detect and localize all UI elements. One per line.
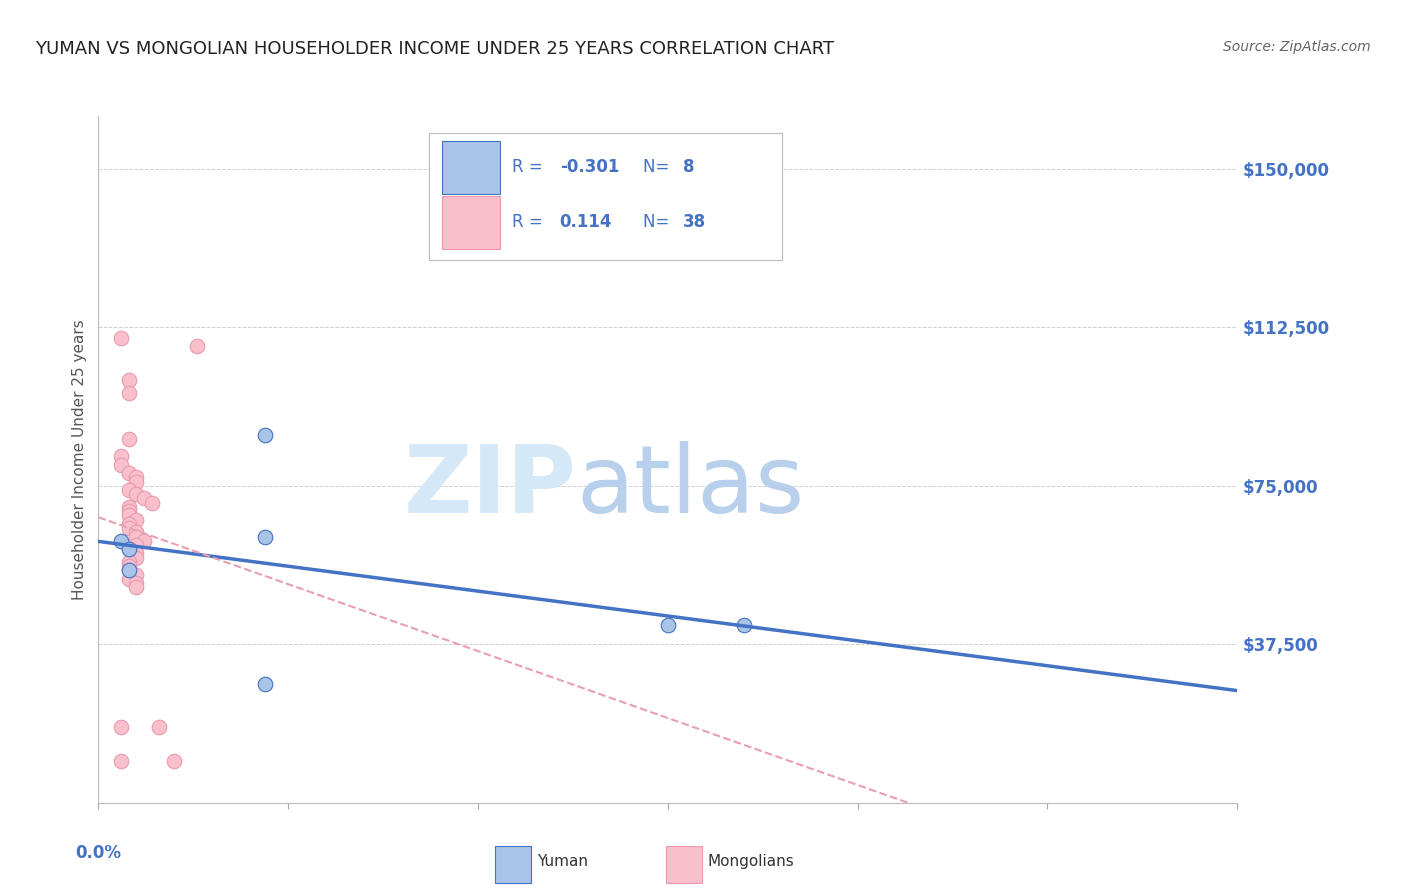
Point (125, 546, 148, 560)
Point (141, 496, 163, 510)
Point (118, 432, 141, 446)
Point (125, 550, 148, 565)
Point (118, 504, 141, 518)
Point (118, 385, 141, 400)
Text: N=: N= (643, 213, 675, 231)
Text: R =: R = (512, 159, 548, 177)
Text: N=: N= (643, 159, 675, 177)
Text: Mongolians: Mongolians (707, 854, 794, 869)
Point (118, 542, 141, 557)
Point (110, 458, 132, 472)
Text: atlas: atlas (576, 441, 806, 533)
Point (118, 521, 141, 535)
Point (733, 618, 755, 632)
Point (118, 542, 141, 557)
Text: 0.114: 0.114 (560, 213, 612, 231)
Point (118, 559, 141, 574)
Point (125, 525, 148, 540)
Text: ZIP: ZIP (404, 441, 576, 533)
Point (125, 513, 148, 527)
Point (118, 555, 141, 569)
Point (254, 428, 277, 442)
FancyBboxPatch shape (495, 847, 531, 883)
Point (132, 533, 155, 548)
FancyBboxPatch shape (443, 196, 501, 249)
Point (125, 567, 148, 582)
Point (110, 331, 132, 345)
Y-axis label: Householder Income Under 25 years: Householder Income Under 25 years (72, 319, 87, 599)
Point (118, 508, 141, 523)
Point (148, 720, 170, 734)
Text: 0.0%: 0.0% (76, 844, 121, 862)
Point (118, 563, 141, 577)
Point (118, 500, 141, 514)
Point (125, 576, 148, 591)
Text: 8: 8 (683, 159, 695, 177)
Point (118, 373, 141, 387)
Point (110, 754, 132, 768)
Point (254, 677, 277, 691)
Point (125, 470, 148, 484)
Text: -0.301: -0.301 (560, 159, 619, 177)
Point (132, 491, 155, 506)
FancyBboxPatch shape (443, 141, 501, 194)
Point (125, 475, 148, 489)
FancyBboxPatch shape (665, 847, 702, 883)
Text: 38: 38 (683, 213, 706, 231)
Point (125, 580, 148, 594)
Point (110, 720, 132, 734)
Point (118, 516, 141, 531)
Text: Yuman: Yuman (537, 854, 588, 869)
Point (254, 529, 277, 543)
Point (118, 572, 141, 586)
Point (110, 449, 132, 463)
Point (163, 754, 186, 768)
FancyBboxPatch shape (429, 133, 782, 260)
Point (125, 487, 148, 501)
Point (186, 339, 208, 353)
Point (118, 483, 141, 497)
Text: R =: R = (512, 213, 548, 231)
Point (125, 529, 148, 543)
Point (657, 618, 679, 632)
Text: YUMAN VS MONGOLIAN HOUSEHOLDER INCOME UNDER 25 YEARS CORRELATION CHART: YUMAN VS MONGOLIAN HOUSEHOLDER INCOME UN… (35, 40, 834, 58)
Point (118, 563, 141, 577)
Point (125, 538, 148, 552)
Text: Source: ZipAtlas.com: Source: ZipAtlas.com (1223, 40, 1371, 54)
Point (110, 533, 132, 548)
Point (118, 466, 141, 480)
